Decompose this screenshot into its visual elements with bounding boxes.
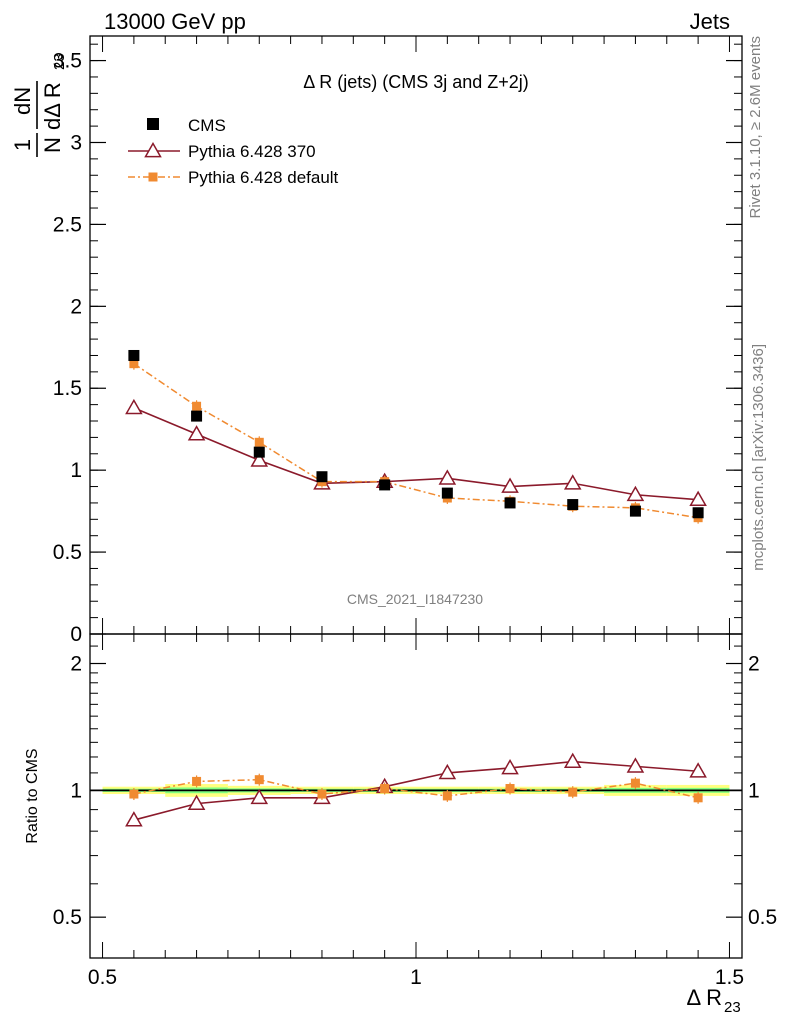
ratio-point-pythia-370 bbox=[626, 757, 645, 773]
ratio-point-pythia-370 bbox=[187, 794, 206, 810]
ratio-point-pythia-370 bbox=[501, 758, 519, 775]
legend-label-pythia-default: Pythia 6.428 default bbox=[188, 168, 339, 187]
svg-text:1: 1 bbox=[10, 139, 35, 151]
main-panel: 0 0.5 1 1.5 2 2.5 3 3.5 Δ R (jets) (CMS 3j and Z… bbox=[53, 35, 743, 646]
point-pythia-370 bbox=[563, 474, 582, 490]
legend-label-cms: CMS bbox=[188, 116, 226, 135]
ratio-point-pythia-default bbox=[630, 778, 640, 788]
point-cms bbox=[191, 410, 203, 422]
point-cms bbox=[567, 499, 579, 511]
point-pythia-370 bbox=[250, 451, 269, 467]
ratio-ytick-label-right: 0.5 bbox=[748, 906, 777, 929]
ratio-point-pythia-370 bbox=[250, 788, 269, 805]
point-pythia-370 bbox=[125, 398, 143, 415]
point-cms bbox=[253, 446, 265, 458]
main-ytick-label: 1 bbox=[70, 459, 82, 482]
ratio-point-pythia-370 bbox=[125, 811, 143, 827]
point-pythia-370 bbox=[501, 477, 519, 493]
xaxis-label: Δ R bbox=[687, 985, 722, 1010]
point-cms bbox=[692, 507, 704, 519]
main-ylabel: 1 N dN dΔ R 23 bbox=[10, 53, 68, 157]
ratio-ytick-label-right: 1 bbox=[748, 779, 760, 802]
point-cms bbox=[504, 497, 516, 509]
point-pythia-default bbox=[254, 437, 264, 447]
ratio-point-pythia-370 bbox=[438, 763, 457, 780]
ratio-point-pythia-default bbox=[254, 775, 264, 785]
svg-text:N: N bbox=[40, 137, 65, 153]
svg-text:dΔ R: dΔ R bbox=[40, 82, 65, 130]
ratio-ytick-label: 2 bbox=[70, 653, 82, 676]
main-ytick-label: 3 bbox=[70, 131, 82, 154]
ratio-ytick-label-right: 2 bbox=[748, 653, 760, 676]
series-line-pythia-370 bbox=[133, 407, 699, 501]
ratio-point-pythia-default bbox=[505, 784, 515, 794]
ratio-line-pythia-370 bbox=[133, 760, 699, 821]
main-ytick-label: 0 bbox=[70, 623, 82, 646]
point-pythia-default bbox=[129, 359, 139, 369]
ratio-line-pythia-default bbox=[133, 778, 699, 799]
point-cms bbox=[316, 471, 328, 483]
point-cms bbox=[379, 479, 391, 491]
svg-text:23: 23 bbox=[51, 53, 68, 70]
mcplots-credit-label: mcplots.cern.ch [arXiv:1306.3436] bbox=[750, 344, 767, 571]
header-energy: 13000 GeV pp bbox=[104, 9, 246, 34]
main-ytick-label: 0.5 bbox=[53, 541, 82, 564]
legend-marker-cms bbox=[147, 118, 159, 130]
ratio-point-pythia-370 bbox=[689, 762, 707, 778]
point-pythia-370 bbox=[438, 469, 457, 485]
ratio-point-pythia-default bbox=[129, 789, 139, 799]
svg-text:dN: dN bbox=[10, 87, 35, 115]
point-pythia-370 bbox=[626, 485, 645, 502]
main-ytick-label: 1.5 bbox=[53, 377, 82, 400]
legend-marker-pythia-default bbox=[148, 172, 158, 182]
ratio-point-pythia-default bbox=[317, 789, 327, 799]
legend-label-pythia-370: Pythia 6.428 370 bbox=[188, 142, 316, 161]
ratio-point-pythia-default bbox=[568, 787, 578, 797]
point-cms bbox=[441, 487, 453, 499]
point-pythia-default bbox=[192, 401, 202, 411]
ratio-point-pythia-default bbox=[192, 776, 202, 786]
ratio-ylabel: Ratio to CMS bbox=[24, 748, 41, 843]
series-line-pythia-default bbox=[133, 363, 699, 519]
header-process: Jets bbox=[690, 9, 730, 34]
main-ytick-label: 3.5 bbox=[53, 50, 82, 73]
ratio-point-pythia-default bbox=[693, 793, 703, 803]
point-cms bbox=[128, 349, 140, 361]
xtick-label: 1 bbox=[410, 966, 422, 989]
chart-title: Δ R (jets) (CMS 3j and Z+2j) bbox=[303, 72, 529, 92]
point-pythia-370 bbox=[187, 425, 206, 441]
point-cms bbox=[629, 505, 641, 517]
ratio-panel: 0.5 1 1.5 0.5 0.5 1 1 2 2 Ratio to CMS Δ R 23 bbox=[24, 633, 777, 1016]
point-pythia-370 bbox=[689, 490, 707, 507]
xtick-label: 1.5 bbox=[715, 966, 744, 989]
rivet-version-label: Rivet 3.1.10, ≥ 2.6M events bbox=[747, 36, 764, 219]
ratio-ytick-label: 1 bbox=[70, 779, 82, 802]
xtick-label: 0.5 bbox=[88, 966, 117, 989]
ratio-point-pythia-default bbox=[442, 791, 452, 801]
analysis-watermark: CMS_2021_I1847230 bbox=[347, 591, 483, 607]
xaxis-label-subscript: 23 bbox=[724, 999, 741, 1016]
main-ytick-label: 2 bbox=[70, 295, 82, 318]
main-ytick-label: 2.5 bbox=[53, 213, 82, 236]
legend-marker-pythia-370 bbox=[144, 141, 162, 158]
ratio-ytick-label: 0.5 bbox=[53, 906, 82, 929]
ratio-point-pythia-370 bbox=[563, 752, 582, 768]
ratio-point-pythia-default bbox=[380, 784, 390, 794]
